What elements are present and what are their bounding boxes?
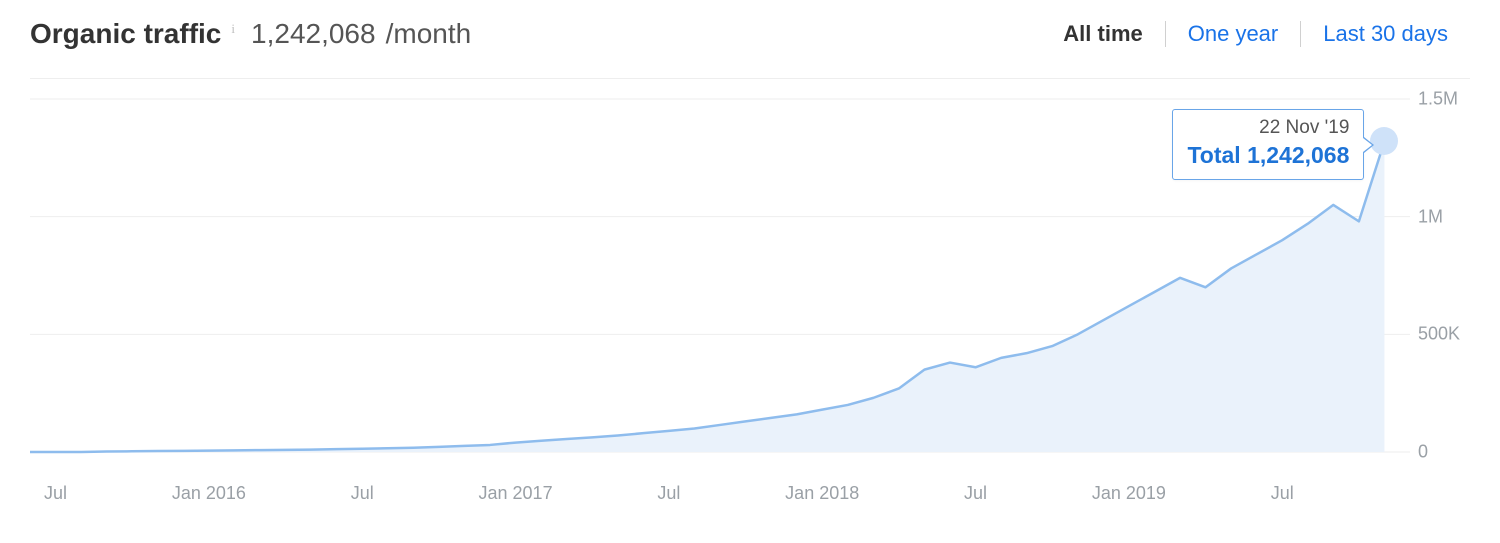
x-axis: Jul Jan 2016 Jul Jan 2017 Jul Jan 2018 Jul Jan … — [30, 479, 1410, 509]
y-tick-label: 500K — [1418, 324, 1460, 345]
chart-tooltip: 22 Nov '19 Total 1,242,068 — [1172, 109, 1364, 180]
y-axis: 1.5M 1M 500K 0 — [1410, 79, 1470, 474]
x-tick-label: Jan 2018 — [785, 483, 859, 504]
y-tick-label: 1M — [1418, 206, 1443, 227]
x-tick-label: Jul — [1271, 483, 1294, 504]
header-left: Organic traffic i 1,242,068 /month — [30, 18, 471, 50]
x-tick-label: Jan 2016 — [172, 483, 246, 504]
metric-unit: /month — [386, 18, 472, 50]
tab-one-year[interactable]: One year — [1166, 21, 1301, 47]
traffic-chart[interactable]: 1.5M 1M 500K 0 Jul Jan 2016 Jul Jan 2017 Jul Jan… — [30, 79, 1470, 509]
tooltip-total-value: 1,242,068 — [1247, 142, 1349, 168]
y-tick-label: 0 — [1418, 442, 1428, 463]
tooltip-total-prefix: Total — [1187, 142, 1247, 168]
tab-all-time[interactable]: All time — [1041, 21, 1164, 47]
header: Organic traffic i 1,242,068 /month All t… — [30, 18, 1470, 78]
tab-last-30-days[interactable]: Last 30 days — [1301, 21, 1470, 47]
x-tick-label: Jul — [657, 483, 680, 504]
x-tick-label: Jan 2017 — [479, 483, 553, 504]
y-tick-label: 1.5M — [1418, 89, 1458, 110]
x-tick-label: Jul — [44, 483, 67, 504]
info-icon[interactable]: i — [231, 21, 235, 37]
tooltip-total: Total 1,242,068 — [1187, 141, 1349, 171]
timerange-tabs: All time One year Last 30 days — [1041, 21, 1470, 47]
metric-value: 1,242,068 — [251, 18, 376, 50]
tooltip-date: 22 Nov '19 — [1187, 116, 1349, 141]
x-tick-label: Jul — [964, 483, 987, 504]
metric-title: Organic traffic — [30, 18, 221, 50]
x-tick-label: Jul — [351, 483, 374, 504]
x-tick-label: Jan 2019 — [1092, 483, 1166, 504]
